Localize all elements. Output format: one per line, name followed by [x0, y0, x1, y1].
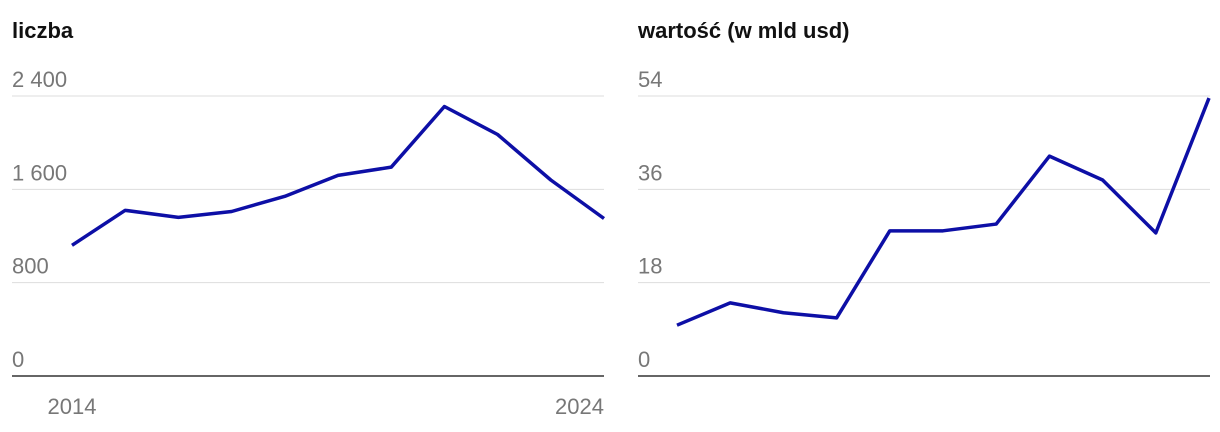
- x-tick-label: 2014: [48, 394, 97, 419]
- x-tick-label: 2024: [555, 394, 604, 419]
- line: [71, 104, 606, 247]
- y-tick-label: 800: [12, 254, 49, 279]
- y-tick-label: 18: [638, 254, 662, 279]
- y-tick-label: 0: [638, 347, 650, 372]
- y-tick-label: 2 400: [12, 67, 67, 92]
- line: [676, 97, 1211, 327]
- y-tick-label: 1 600: [12, 160, 67, 185]
- chart-title: wartość (w mld usd): [637, 18, 849, 43]
- y-tick-label: 36: [638, 160, 662, 185]
- y-tick-label: 0: [12, 347, 24, 372]
- y-tick-label: 54: [638, 67, 662, 92]
- chart-title: liczba: [12, 18, 74, 43]
